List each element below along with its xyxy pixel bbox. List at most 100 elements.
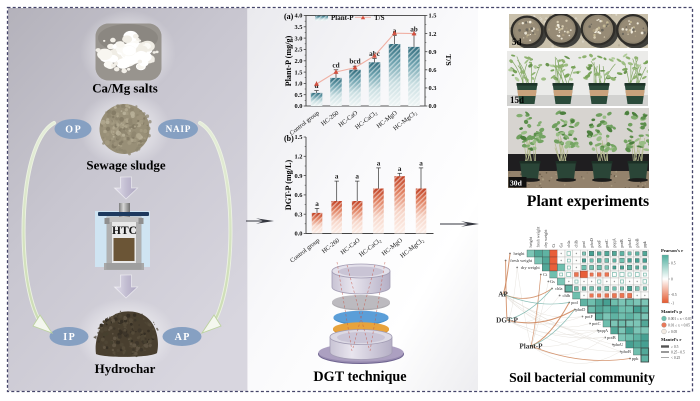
svg-text:30d: 30d [510, 179, 523, 188]
svg-text:≥ 0.5: ≥ 0.5 [671, 345, 679, 349]
svg-text:phoD: phoD [576, 307, 586, 312]
svg-text:-1: -1 [671, 301, 674, 305]
svg-text:1.5: 1.5 [295, 134, 303, 141]
svg-text:Mantel’s p: Mantel’s p [661, 309, 682, 314]
svg-text:0.01 ≤ x < 0.05: 0.01 ≤ x < 0.05 [668, 323, 690, 327]
svg-text:a: a [355, 173, 359, 181]
svg-text:IP: IP [63, 332, 76, 343]
svg-text:a: a [398, 165, 402, 173]
svg-text:Soil bacterial community: Soil bacterial community [509, 370, 655, 385]
svg-text:0.5: 0.5 [295, 92, 303, 99]
svg-text:(a): (a) [284, 12, 294, 21]
svg-text:0.9: 0.9 [429, 49, 437, 56]
svg-text:ppk: ppk [632, 356, 639, 361]
svg-text:3.0: 3.0 [295, 35, 303, 42]
svg-text:phoD: phoD [589, 238, 594, 247]
svg-text:height: height [514, 251, 526, 256]
svg-text:0.3: 0.3 [295, 211, 303, 218]
svg-text:potB: potB [607, 335, 616, 340]
svg-text:0.3: 0.3 [429, 85, 437, 92]
svg-text:Hydrochar: Hydrochar [95, 362, 156, 376]
svg-text:Pearson’s r: Pearson’s r [661, 248, 683, 253]
svg-text:3.5: 3.5 [295, 24, 303, 31]
svg-text:1.5: 1.5 [295, 69, 303, 76]
svg-text:4.0: 4.0 [295, 13, 303, 20]
svg-text:Ca/Mg salts: Ca/Mg salts [92, 82, 158, 96]
svg-text:0.9: 0.9 [295, 173, 303, 180]
svg-text:0.6: 0.6 [429, 67, 438, 74]
svg-text:fresh weight: fresh weight [510, 258, 533, 263]
svg-text:2.0: 2.0 [295, 58, 303, 65]
svg-text:a: a [377, 159, 381, 167]
svg-text:HTC: HTC [112, 225, 137, 237]
svg-text:height: height [528, 236, 533, 247]
svg-text:0.001 ≤ x < 0.01: 0.001 ≤ x < 0.01 [668, 317, 692, 321]
svg-text:cd: cd [332, 61, 339, 69]
svg-text:dry weight: dry weight [543, 229, 548, 248]
svg-text:T/S: T/S [374, 14, 385, 22]
svg-text:OP: OP [65, 124, 82, 135]
svg-text:pod: pod [581, 240, 586, 247]
svg-text:T/S: T/S [444, 54, 453, 65]
svg-text:0.0: 0.0 [295, 231, 303, 238]
svg-text:15d: 15d [510, 95, 524, 105]
svg-text:phoB: phoB [621, 349, 631, 354]
svg-text:(b): (b) [284, 134, 294, 143]
svg-text:a: a [419, 159, 423, 167]
svg-text:pqqA: pqqA [598, 328, 609, 333]
svg-text:potF: potF [596, 239, 601, 247]
svg-text:0.5: 0.5 [671, 262, 676, 266]
svg-text:NAIP: NAIP [166, 124, 192, 134]
svg-text:Sewage sludge: Sewage sludge [86, 159, 165, 173]
svg-text:bcd: bcd [349, 58, 360, 66]
svg-text:phoB: phoB [634, 238, 639, 247]
svg-text:5d: 5d [512, 37, 522, 47]
svg-text:phoU: phoU [627, 238, 632, 247]
svg-text:Gs: Gs [558, 242, 563, 247]
svg-text:Plant-P: Plant-P [331, 14, 354, 22]
svg-text:potF: potF [585, 314, 594, 319]
svg-text:-0.5: -0.5 [671, 293, 677, 297]
svg-text:potB: potB [619, 239, 624, 247]
svg-text:chlb: chlb [574, 240, 579, 247]
svg-text:1.0: 1.0 [295, 81, 303, 88]
svg-text:Plant-P: Plant-P [519, 342, 543, 350]
svg-text:≥ 0.05: ≥ 0.05 [668, 330, 677, 334]
svg-text:0.6: 0.6 [295, 192, 304, 199]
svg-text:pqqA: pqqA [612, 238, 617, 247]
svg-text:a: a [335, 173, 339, 181]
svg-text:chla: chla [566, 240, 571, 247]
svg-text:ab: ab [410, 25, 418, 33]
svg-text:Gs: Gs [550, 279, 555, 284]
svg-text:pod: pod [571, 300, 578, 305]
svg-text:AP: AP [175, 332, 191, 343]
svg-text:AP: AP [498, 290, 508, 298]
svg-text:Plant-P (mg/g): Plant-P (mg/g) [284, 35, 293, 86]
svg-text:chla: chla [555, 286, 562, 291]
svg-text:chlb: chlb [563, 293, 571, 298]
svg-text:phoU: phoU [614, 342, 625, 347]
svg-text:< 0.25: < 0.25 [671, 356, 680, 360]
svg-text:1.2: 1.2 [295, 154, 303, 161]
svg-text:ppk: ppk [642, 240, 647, 247]
svg-text:DGT-P: DGT-P [496, 316, 518, 324]
svg-text:a: a [315, 200, 319, 208]
svg-text:Ci: Ci [551, 243, 556, 248]
svg-text:Plant experiments: Plant experiments [527, 193, 649, 210]
svg-text:Ci: Ci [543, 272, 548, 277]
svg-text:fresh weight: fresh weight [536, 226, 541, 248]
svg-text:DGT-P (mg/L): DGT-P (mg/L) [284, 160, 293, 211]
svg-text:0.0: 0.0 [295, 103, 303, 110]
svg-text:1.2: 1.2 [429, 31, 437, 38]
svg-text:0.0: 0.0 [429, 103, 437, 110]
svg-text:2.5: 2.5 [295, 47, 303, 54]
svg-text:potC: potC [604, 239, 609, 247]
svg-text:1.5: 1.5 [429, 13, 437, 20]
svg-text:potC: potC [592, 321, 601, 326]
svg-text:DGT technique: DGT technique [313, 369, 406, 385]
svg-text:dry weight: dry weight [521, 265, 541, 270]
svg-text:0: 0 [671, 277, 673, 281]
svg-text:0.25 - 0.5: 0.25 - 0.5 [671, 350, 685, 354]
svg-text:Mantel’s r: Mantel’s r [661, 337, 681, 342]
svg-text:abc: abc [369, 50, 381, 58]
